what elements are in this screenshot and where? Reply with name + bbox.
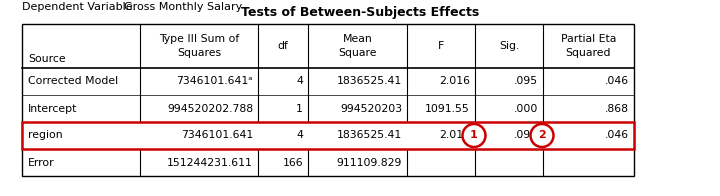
- Text: 4: 4: [296, 131, 303, 141]
- Circle shape: [462, 124, 485, 147]
- Text: 2: 2: [538, 131, 546, 141]
- Text: 151244231.611: 151244231.611: [167, 158, 253, 168]
- Text: Dependent Variable:: Dependent Variable:: [22, 2, 136, 12]
- Text: .095: .095: [514, 76, 538, 86]
- Text: region: region: [28, 131, 63, 141]
- Text: 994520202.788: 994520202.788: [167, 103, 253, 113]
- Text: Error: Error: [28, 158, 55, 168]
- Text: Square: Square: [338, 48, 377, 58]
- Text: 2.016: 2.016: [439, 76, 470, 86]
- Text: Tests of Between-Subjects Effects: Tests of Between-Subjects Effects: [241, 6, 479, 19]
- Text: .046: .046: [605, 131, 629, 141]
- Text: 1: 1: [296, 103, 303, 113]
- Text: Corrected Model: Corrected Model: [28, 76, 118, 86]
- Text: .095: .095: [514, 131, 538, 141]
- Text: Partial Eta: Partial Eta: [561, 34, 616, 44]
- Bar: [22, 24, 634, 176]
- Text: .000: .000: [513, 103, 538, 113]
- Text: 994520203: 994520203: [340, 103, 402, 113]
- Text: Squares: Squares: [177, 48, 221, 58]
- Text: 7346101.641ᵃ: 7346101.641ᵃ: [176, 76, 253, 86]
- Text: Gross Monthly Salary: Gross Monthly Salary: [117, 2, 242, 12]
- Text: 2.016: 2.016: [439, 131, 470, 141]
- Text: 7346101.641: 7346101.641: [181, 131, 253, 141]
- Text: 1091.55: 1091.55: [426, 103, 470, 113]
- Text: Source: Source: [28, 54, 66, 64]
- Text: 1836525.41: 1836525.41: [337, 76, 402, 86]
- Text: Mean: Mean: [343, 34, 372, 44]
- Text: Type III Sum of: Type III Sum of: [159, 34, 239, 44]
- Text: 911109.829: 911109.829: [337, 158, 402, 168]
- Text: .868: .868: [605, 103, 629, 113]
- Text: 4: 4: [296, 76, 303, 86]
- Text: 1836525.41: 1836525.41: [337, 131, 402, 141]
- Text: 166: 166: [282, 158, 303, 168]
- Bar: [22, 122, 634, 149]
- Circle shape: [531, 124, 554, 147]
- Text: df: df: [278, 41, 289, 51]
- Text: Sig.: Sig.: [499, 41, 519, 51]
- Text: Squared: Squared: [566, 48, 611, 58]
- Text: 1: 1: [470, 131, 478, 141]
- Text: F: F: [438, 41, 444, 51]
- Text: .046: .046: [605, 76, 629, 86]
- Text: Intercept: Intercept: [28, 103, 77, 113]
